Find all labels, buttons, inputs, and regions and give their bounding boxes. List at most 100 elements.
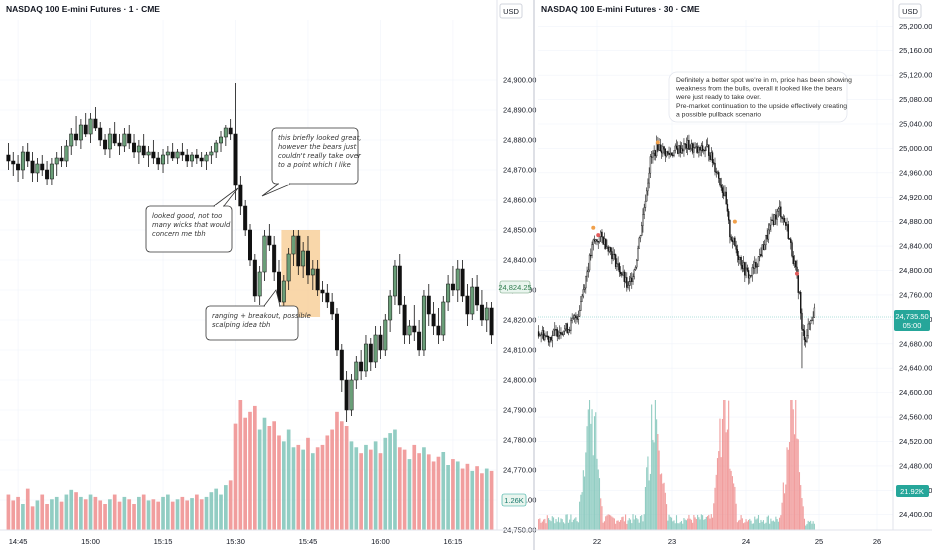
right-price-tick: 24,400.00 [899, 510, 932, 519]
left-candle-body [421, 295, 426, 351]
right-note-text: Definitely a better spot we're in rn, pr… [676, 77, 852, 84]
right-volume-bar [646, 467, 648, 530]
right-value-tags: 24,735.50 05:00 21.92K [894, 310, 930, 497]
left-volume-bar [79, 496, 83, 530]
right-candle-body [541, 330, 544, 335]
right-price-tick: 25,160.00 [899, 46, 932, 55]
right-volume-bar [715, 474, 717, 530]
right-candle-body [801, 312, 803, 330]
right-candle-body [744, 262, 746, 276]
right-candle-body [672, 154, 674, 156]
right-candle-body [760, 254, 762, 256]
right-candle-body [772, 220, 775, 226]
right-volume-bar [544, 518, 546, 530]
right-volume-bar [562, 522, 565, 530]
right-volume-bar [627, 520, 629, 530]
right-candle-body [644, 200, 647, 208]
right-currency-badge[interactable] [898, 3, 922, 19]
left-candle-body [296, 235, 301, 267]
left-volume-bar [98, 500, 103, 530]
left-candle-body [156, 157, 161, 165]
right-candle-body [595, 239, 597, 242]
left-volume-bar [16, 496, 20, 530]
right-candle-body [739, 257, 741, 260]
right-candle-body [629, 277, 632, 282]
right-volume-bar [607, 514, 609, 530]
right-price-tick: 24,760.00 [899, 290, 932, 299]
left-volume-bar [286, 429, 291, 530]
right-candle-body [714, 162, 716, 172]
right-candle-body [792, 255, 794, 264]
right-candles [537, 134, 816, 369]
right-candle-body [780, 206, 782, 218]
left-candle-body [98, 127, 103, 141]
right-volume-bar [673, 520, 675, 530]
right-candle-body [787, 224, 789, 239]
left-volume-bar [393, 429, 397, 530]
right-volume-bar [550, 521, 552, 530]
left-time-axis[interactable]: 14:45 15:00 15:15 15:30 15:45 16:00 16:15 [9, 537, 463, 546]
right-time-tick: 25 [815, 537, 823, 546]
left-candle-body [132, 142, 137, 153]
right-volume-bar [743, 523, 745, 530]
left-volume-bar [267, 426, 272, 530]
right-volume-bar [755, 519, 757, 530]
right-price-tick: 24,480.00 [899, 461, 932, 470]
left-candle-body [354, 361, 359, 381]
left-note-text: scalping idea tbh [212, 321, 270, 329]
left-price-tick: 24,850.00 [503, 226, 536, 235]
right-candle-body [740, 257, 742, 266]
left-candle-body [310, 268, 315, 276]
right-candle-body [781, 216, 783, 219]
right-volume-bar [639, 516, 642, 530]
left-candle-body [190, 154, 195, 162]
right-volume-bar [647, 456, 649, 530]
right-price-tick: 24,520.00 [899, 437, 932, 446]
left-note-bubble [205, 305, 299, 341]
left-volume-bar [489, 470, 494, 530]
left-candle-body [363, 343, 368, 372]
left-volume-bar [161, 496, 165, 530]
right-candle-body [785, 221, 787, 226]
right-volume-bar [597, 469, 599, 530]
right-volume-bar [584, 476, 586, 530]
right-volume-bar [567, 522, 569, 530]
left-volume-bar [388, 433, 392, 530]
left-note-bubble [271, 127, 359, 185]
right-price-axis[interactable]: 24,400.0024,440.0024,480.0024,520.0024,5… [899, 22, 932, 519]
left-volume-bar [122, 496, 127, 530]
left-volume-bar [451, 459, 455, 530]
right-chart-panel[interactable]: Definitely a better spot we're in rn, pr… [534, 0, 932, 546]
right-volume-bar [775, 516, 777, 530]
right-candle-body [761, 244, 763, 256]
right-candle-body [637, 248, 639, 261]
right-candle-body [750, 275, 752, 277]
right-candle-body [643, 207, 645, 215]
right-volume-bar [739, 519, 741, 530]
right-candle-body [552, 329, 555, 336]
left-candle-body [320, 289, 325, 294]
right-candle-body [790, 238, 792, 243]
left-price-tag-text: 24,824.25 [498, 283, 531, 292]
right-candle-body [786, 224, 788, 226]
left-volume-bar [209, 492, 214, 530]
right-volume-bar [570, 514, 572, 530]
right-volume-bar [636, 518, 638, 530]
right-volume-bar [667, 520, 669, 530]
right-candle-body [690, 143, 693, 149]
left-time-tick: 15:45 [299, 537, 318, 546]
right-volume-bar [780, 515, 782, 530]
right-candle-body [614, 254, 617, 267]
left-currency-badge[interactable] [499, 3, 523, 19]
right-candle-body [713, 162, 715, 164]
right-candle-body [540, 334, 542, 336]
right-volume-bar [793, 434, 796, 530]
left-volume-bar [349, 441, 354, 530]
right-candle-body [609, 247, 612, 252]
left-candle-body [117, 142, 122, 147]
right-volume-bar [813, 523, 815, 530]
right-volume-bar [791, 400, 793, 530]
right-candle-body [606, 246, 608, 249]
right-time-axis[interactable]: 22 23 24 25 26 [593, 537, 881, 546]
